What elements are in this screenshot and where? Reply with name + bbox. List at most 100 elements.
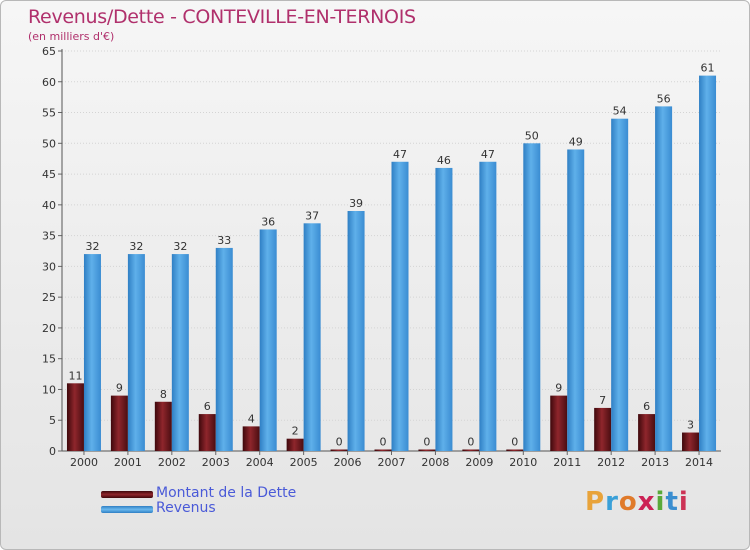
logo-letter: i [678,487,689,517]
y-tick-label: 55 [42,107,56,120]
bar-dette [506,449,524,451]
data-label: 0 [511,436,518,449]
bar-dette [242,426,260,451]
bar-dette [198,414,216,451]
bar-dette [462,449,480,451]
logo-letter: x [637,487,656,517]
data-label: 33 [217,234,231,247]
legend-swatch-revenus [101,506,153,513]
x-tick-label: 2013 [641,456,669,469]
x-tick-label: 2009 [465,456,493,469]
x-tick-label: 2000 [70,456,98,469]
chart-subtitle: (en milliers d'€) [28,30,115,43]
bar-revenus [567,149,585,451]
y-tick-label: 45 [42,168,56,181]
data-label: 39 [349,197,363,210]
x-tick-label: 2008 [421,456,449,469]
legend-label-revenus: Revenus [156,500,216,516]
data-label: 49 [569,135,583,148]
x-tick-label: 2005 [290,456,318,469]
y-tick-label: 40 [42,199,56,212]
x-tick-label: 2006 [334,456,362,469]
data-label: 6 [643,400,650,413]
bar-revenus [215,247,233,451]
bar-dette [594,407,612,451]
y-tick-label: 5 [49,414,56,427]
data-label: 9 [116,382,123,395]
data-label: 0 [336,436,343,449]
bar-dette [374,449,392,451]
bar-dette [66,383,84,451]
data-label: 36 [261,215,275,228]
bar-dette [638,414,656,451]
data-label: 9 [555,382,562,395]
legend-swatch-dette [101,491,153,498]
bar-revenus [303,223,321,451]
bar-dette [110,395,128,451]
data-label: 3 [687,419,694,432]
bar-revenus [171,254,189,451]
data-label: 47 [481,148,495,161]
data-label: 0 [467,436,474,449]
data-label: 54 [613,105,627,118]
bar-dette [154,401,172,451]
bar-revenus [347,211,365,451]
y-tick-label: 50 [42,137,56,150]
bar-revenus [611,118,629,451]
y-tick-label: 60 [42,76,56,89]
data-label: 32 [173,240,187,253]
data-label: 61 [701,62,715,75]
logo-letter: o [618,487,638,517]
bar-revenus [391,161,409,451]
bar-revenus [523,143,541,452]
data-labels: 1132932832633436237039047046047050949754… [68,62,714,449]
bar-dette [418,449,436,451]
proxiti-logo: Proxiti [585,487,689,517]
data-label: 7 [599,394,606,407]
legend-label-dette: Montant de la Dette [156,485,297,501]
bar-dette [550,395,568,451]
bars [66,75,717,452]
y-tick-label: 10 [42,383,56,396]
x-tick-label: 2014 [685,456,713,469]
bar-dette [330,449,348,451]
data-label: 50 [525,129,539,142]
data-label: 32 [129,240,143,253]
data-label: 47 [393,148,407,161]
y-tick-label: 20 [42,322,56,335]
logo-letter: P [585,487,606,517]
x-tick-label: 2003 [202,456,230,469]
logo-letter: t [665,487,679,517]
data-label: 32 [85,240,99,253]
data-label: 0 [380,436,387,449]
y-tick-label: 0 [49,445,56,458]
x-tick-label: 2001 [114,456,142,469]
data-label: 8 [160,388,167,401]
data-label: 37 [305,209,319,222]
x-tick-label: 2012 [597,456,625,469]
x-tick-label: 2010 [509,456,537,469]
y-tick-label: 35 [42,230,56,243]
data-label: 4 [248,412,255,425]
y-tick-label: 65 [42,45,56,58]
bar-dette [286,438,304,451]
data-label: 6 [204,400,211,413]
x-tick-label: 2004 [246,456,274,469]
bar-revenus [479,161,497,451]
bar-dette [682,432,700,451]
bar-revenus [127,254,145,451]
x-tick-label: 2002 [158,456,186,469]
data-label: 56 [657,92,671,105]
chart-title: Revenus/Dette - CONTEVILLE-EN-TERNOIS [28,6,416,28]
bar-revenus [259,229,277,451]
y-tick-label: 15 [42,353,56,366]
bar-revenus [435,167,453,451]
y-tick-label: 30 [42,260,56,273]
bar-revenus [655,106,673,451]
x-tick-label: 2007 [378,456,406,469]
data-label: 2 [292,425,299,438]
data-label: 11 [68,369,82,382]
